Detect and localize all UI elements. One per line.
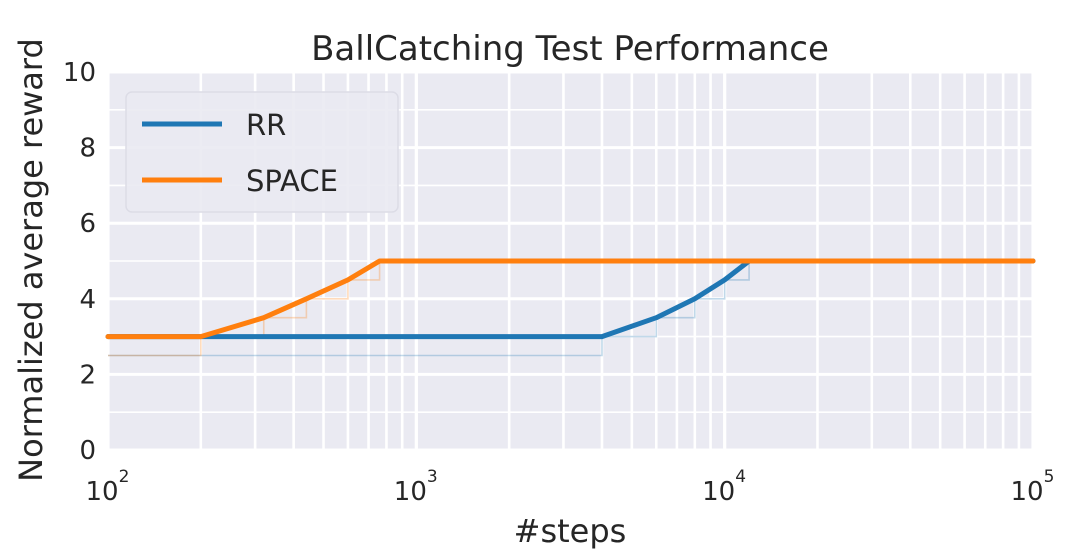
x-tick-base: 10	[394, 477, 427, 507]
x-tick-base: 10	[1010, 477, 1043, 507]
y-tick-label: 2	[79, 360, 96, 390]
x-tick-exponent: 5	[1044, 467, 1055, 487]
legend: RR SPACE	[125, 91, 399, 213]
series-lines	[105, 258, 1036, 340]
step-trace-space	[108, 261, 381, 357]
x-tick-base: 10	[85, 477, 118, 507]
step-trace-rr	[108, 261, 750, 357]
y-tick-label: 6	[79, 209, 96, 239]
x-tick-label: 10 3	[394, 467, 438, 507]
x-tick-label: 10 5	[1010, 467, 1054, 507]
y-tick-labels: 0 2 4 6 8 10	[63, 58, 96, 466]
x-tick-label: 10 4	[702, 467, 746, 507]
x-tick-exponent: 4	[735, 467, 746, 487]
step-traces	[108, 261, 750, 357]
series-line-space	[105, 258, 1036, 340]
x-tick-label: 10 2	[85, 467, 129, 507]
legend-label-space: SPACE	[246, 164, 338, 198]
x-tick-labels: 10 2 10 3 10 4 10 5	[85, 467, 1054, 507]
y-tick-label: 0	[79, 436, 96, 466]
y-tick-label: 4	[79, 285, 96, 315]
y-tick-label: 10	[63, 58, 96, 88]
x-tick-base: 10	[702, 477, 735, 507]
chart-title: BallCatching Test Performance	[311, 29, 829, 69]
legend-label-rr: RR	[246, 108, 286, 142]
series-line-rr	[105, 258, 1036, 340]
y-axis-label: Normalized average reward	[12, 38, 50, 482]
x-tick-exponent: 3	[427, 467, 438, 487]
x-tick-exponent: 2	[119, 467, 130, 487]
y-tick-label: 8	[79, 134, 96, 164]
x-axis-label: #steps	[514, 512, 627, 550]
